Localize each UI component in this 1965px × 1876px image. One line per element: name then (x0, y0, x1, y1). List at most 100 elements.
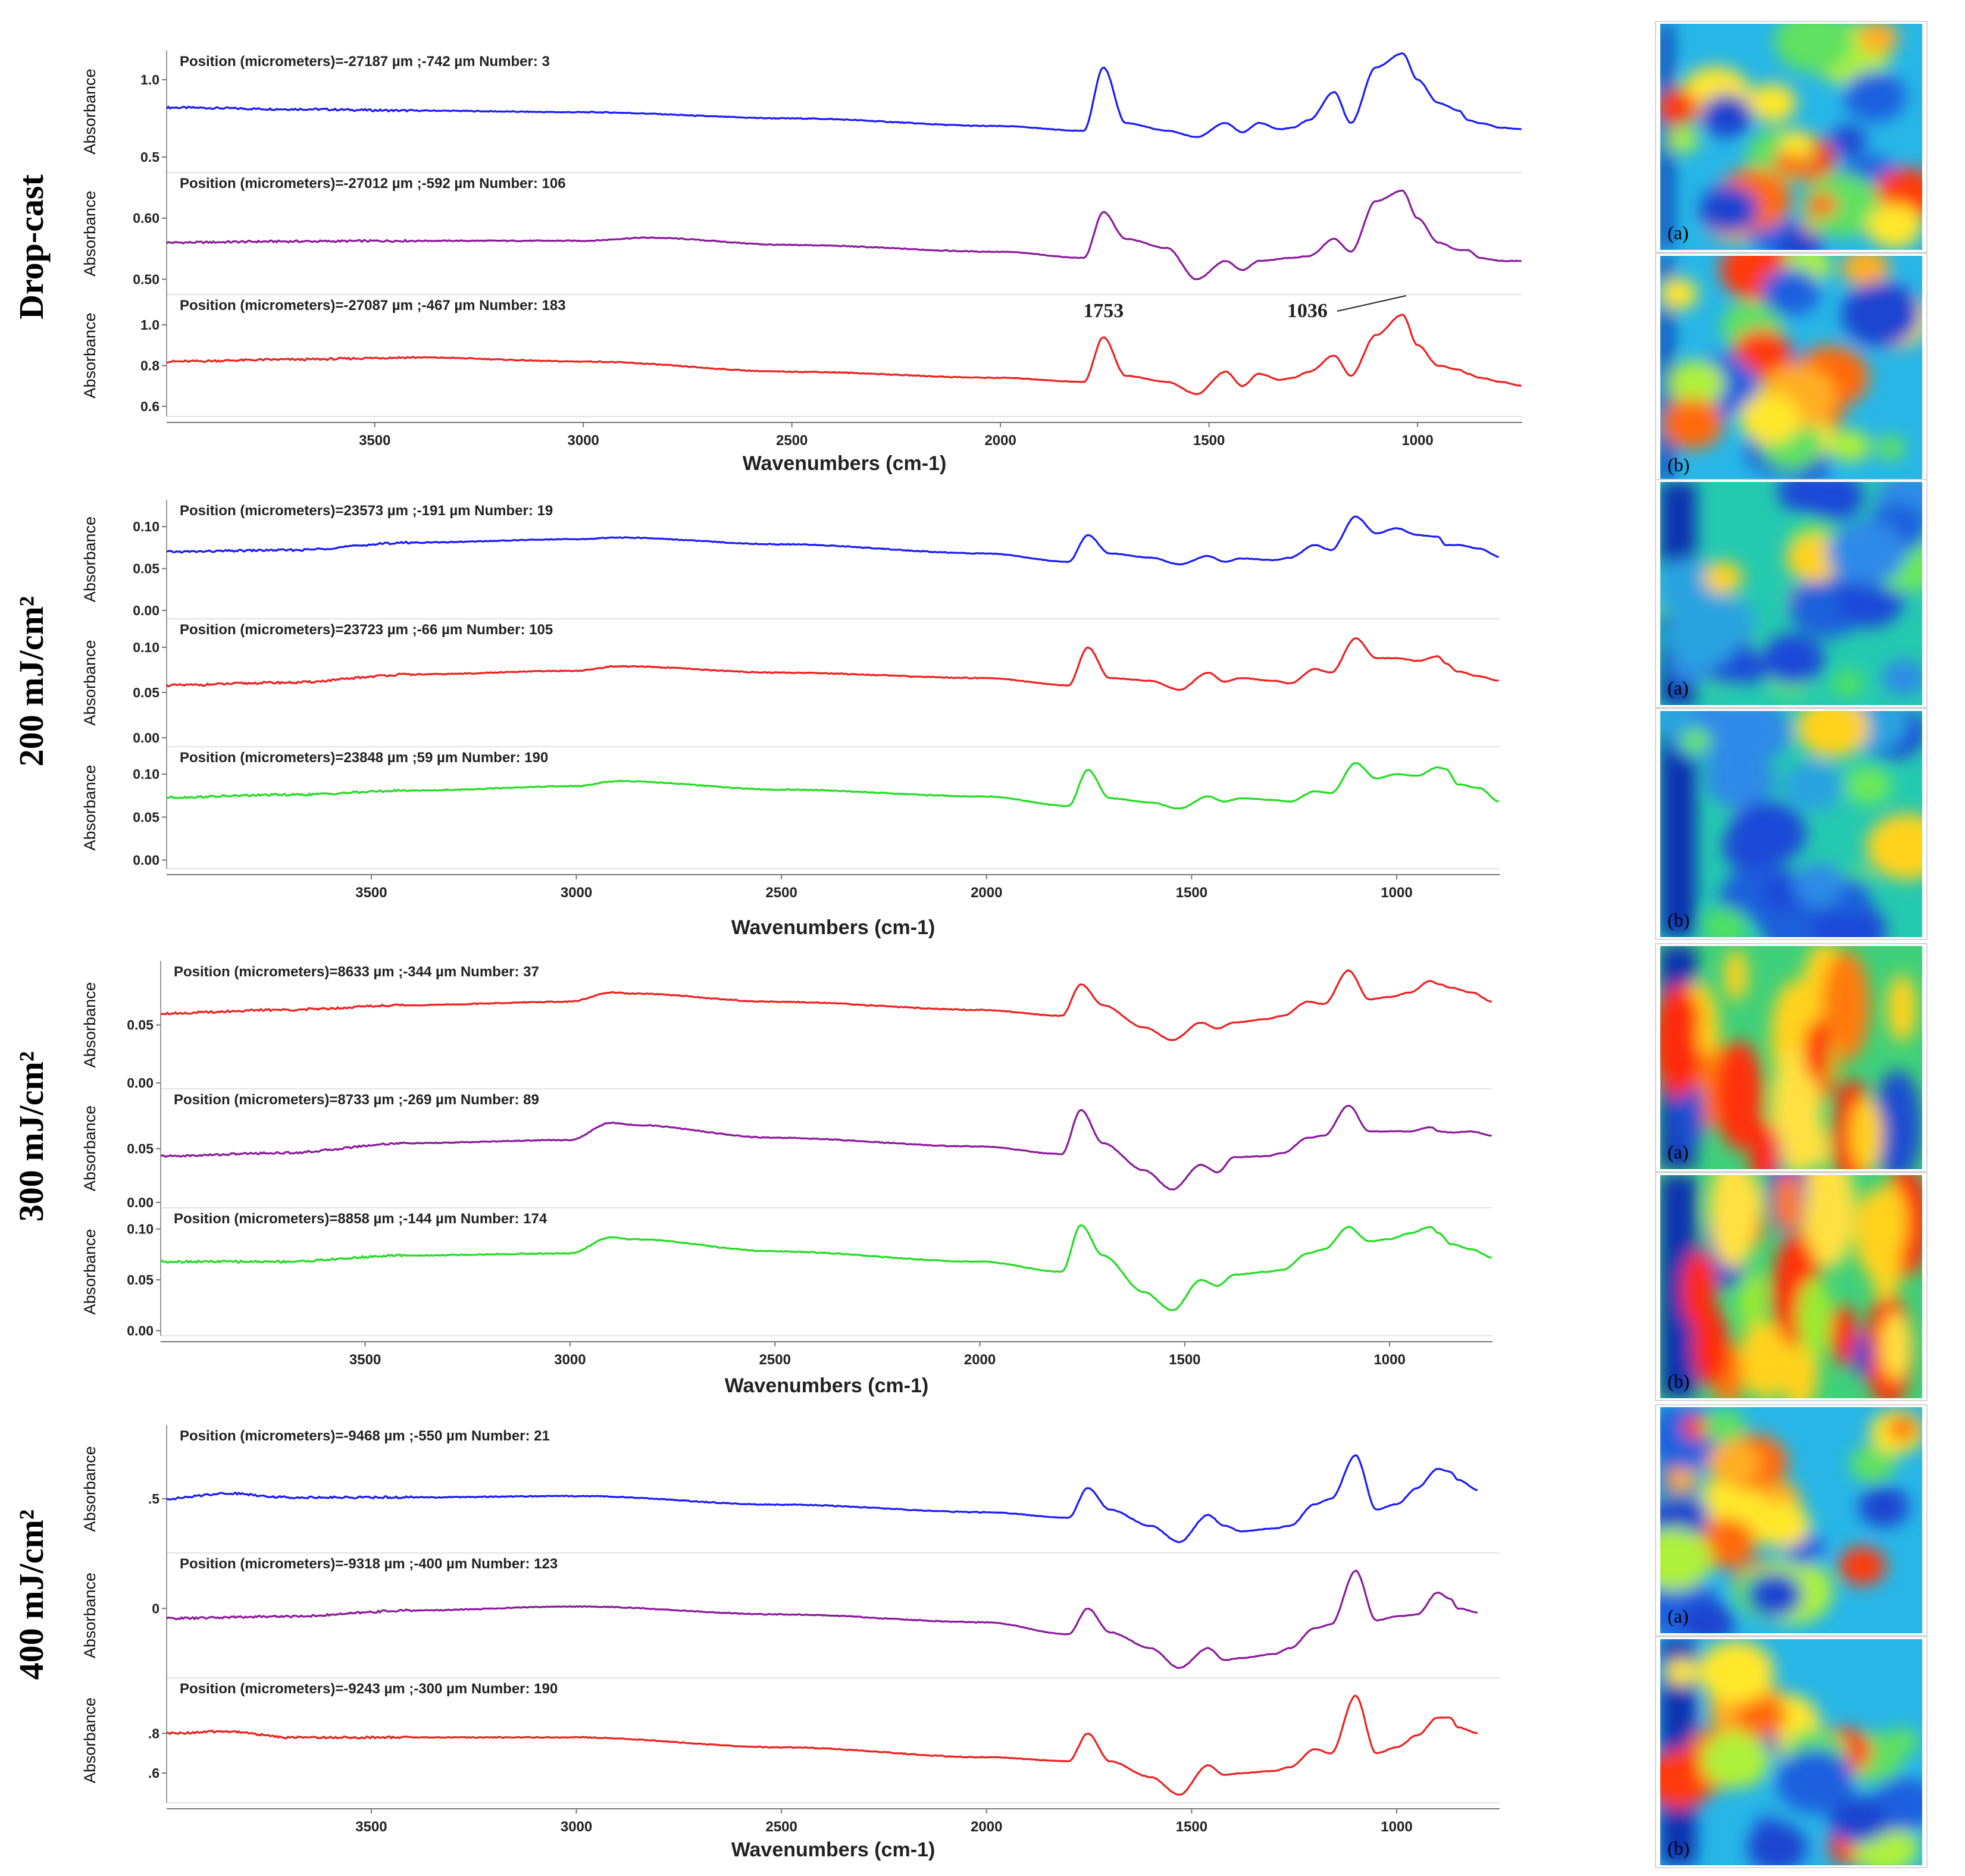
map-blobs (1660, 24, 1922, 250)
map-blob (1875, 435, 1906, 461)
map-blob (1850, 1097, 1883, 1169)
map-blob (1831, 1305, 1857, 1366)
map-blob (1776, 1749, 1855, 1814)
spectrum-title: Position (micrometers)=23723 µm ;-66 µm … (180, 622, 553, 638)
chemical-map: (a) (1655, 479, 1928, 708)
y-tick-label: 0.10 (133, 640, 159, 655)
x-tick-label: 2000 (971, 885, 1002, 901)
spectrum-line (167, 1454, 1478, 1543)
map-blob (1705, 751, 1775, 809)
map-blob (1781, 130, 1813, 156)
map-blob (1754, 1501, 1810, 1548)
x-tick-label: 3000 (561, 885, 592, 901)
map-blob (1661, 398, 1723, 449)
map-blob (1667, 127, 1698, 153)
x-axis: 3500 3000 2500 2000 1500 1000 Wavenumbers (cm-… (167, 422, 1522, 475)
map-blob (1838, 1546, 1886, 1586)
spectrum-title: Position (micrometers)=-9243 µm ;-300 µm… (180, 1681, 558, 1697)
map-blob (1692, 1305, 1729, 1387)
map-blob (1810, 899, 1886, 937)
map-blob (1873, 1070, 1922, 1169)
group-label: 300 mJ/cm² (12, 1051, 51, 1222)
y-axis-label: Absorbance (81, 190, 99, 276)
map-blob (1858, 1486, 1909, 1527)
map-blobs (1660, 482, 1922, 705)
map-blob (1761, 634, 1825, 685)
y-tick-label: 0.00 (127, 1195, 154, 1210)
x-tick-label: 2500 (765, 885, 797, 901)
map-blob (1747, 1573, 1803, 1618)
map-image (1660, 1639, 1922, 1865)
map-blob (1697, 597, 1757, 646)
map-blob (1858, 24, 1898, 54)
map-blob (1749, 1120, 1778, 1169)
spectrum-title: Position (micrometers)=23573 µm ;-191 µm… (180, 503, 553, 519)
x-tick-label: 2000 (971, 1819, 1002, 1835)
spectrum-line (160, 1224, 1492, 1311)
y-tick-label: 0.05 (133, 685, 159, 700)
spectrum-panel: Absorbance 0.60 0.50 Position (micrometers)… (81, 173, 1522, 295)
map-blob (1830, 126, 1867, 155)
x-axis: 3500 3000 2500 2000 1500 1000 Wavenumbers (cm-… (167, 1808, 1500, 1861)
x-tick-label: 1500 (1193, 433, 1225, 449)
map-blob (1660, 1527, 1713, 1591)
x-tick-label: 3000 (568, 433, 599, 449)
map-blob (1797, 1277, 1832, 1357)
spectrum-title: Position (micrometers)=8858 µm ;-144 µm … (174, 1211, 547, 1227)
spectrum-title: Position (micrometers)=-9318 µm ;-400 µm… (180, 1556, 558, 1572)
spectrum-line (160, 969, 1492, 1041)
group-label: 400 mJ/cm² (12, 1509, 51, 1680)
spectrum-title: Position (micrometers)=-27187 µm ;-742 µ… (180, 54, 550, 70)
map-blob (1667, 360, 1725, 408)
spectrum-line (166, 762, 1499, 810)
map-blob (1704, 561, 1743, 594)
y-tick-label: 0.05 (127, 1272, 154, 1288)
spectrum-title: Position (micrometers)=-27012 µm ;-592 µ… (180, 176, 566, 192)
y-tick-label: 0 (152, 1601, 159, 1616)
y-tick-label: .8 (148, 1725, 159, 1741)
y-tick-label: 1.0 (140, 317, 159, 333)
x-tick-label: 2500 (765, 1819, 797, 1835)
map-blob (1831, 670, 1864, 697)
map-label: (b) (1667, 454, 1689, 475)
map-label: (b) (1667, 1837, 1689, 1859)
map-blob (1722, 823, 1781, 870)
spectrum-title: Position (micrometers)=8633 µm ;-344 µm … (174, 964, 539, 980)
y-axis-label: Absorbance (81, 68, 99, 154)
x-tick-label: 1500 (1176, 885, 1207, 901)
spectrum-line (165, 52, 1522, 138)
y-tick-label: 0.50 (133, 271, 159, 287)
map-image (1660, 1175, 1922, 1398)
spectrum-panel: Absorbance 0 Position (micrometers)=-9318 … (81, 1553, 1500, 1678)
map-blob (1887, 1416, 1917, 1441)
spectrum-title: Position (micrometers)=-9468 µm ;-550 µm… (180, 1428, 550, 1444)
map-blobs (1660, 1175, 1922, 1398)
map-blob (1749, 83, 1797, 122)
map-blob (1853, 1808, 1890, 1839)
map-label: (a) (1667, 1141, 1689, 1163)
map-blob (1751, 1321, 1786, 1398)
map-blob (1665, 1658, 1698, 1686)
map-blob (1850, 1445, 1896, 1483)
map-blob (1803, 1175, 1856, 1269)
spectrum-panel: Absorbance 0.10 0.05 0.00 Position (micromet… (81, 500, 1500, 619)
y-axis-label: Absorbance (81, 1446, 99, 1532)
map-image (1660, 24, 1922, 250)
map-image (1660, 482, 1922, 705)
x-axis-label: Wavenumbers (cm-1) (731, 916, 935, 939)
x-axis-label: Wavenumbers (cm-1) (725, 1374, 929, 1397)
y-tick-label: .6 (148, 1765, 159, 1781)
x-tick-label: 3500 (359, 433, 390, 449)
map-label: (b) (1667, 1370, 1689, 1392)
x-axis-label: Wavenumbers (cm-1) (731, 1839, 935, 1861)
y-tick-label: 0.00 (133, 853, 159, 868)
map-blobs (1660, 1639, 1922, 1865)
map-blob (1822, 951, 1870, 1061)
map-blob (1701, 1479, 1736, 1508)
chemical-map: (a) (1655, 1404, 1928, 1636)
y-tick-label: 0.05 (133, 561, 159, 577)
group-label: Drop-cast (12, 174, 51, 319)
x-tick-label: 2500 (759, 1352, 791, 1368)
map-image (1660, 946, 1922, 1169)
